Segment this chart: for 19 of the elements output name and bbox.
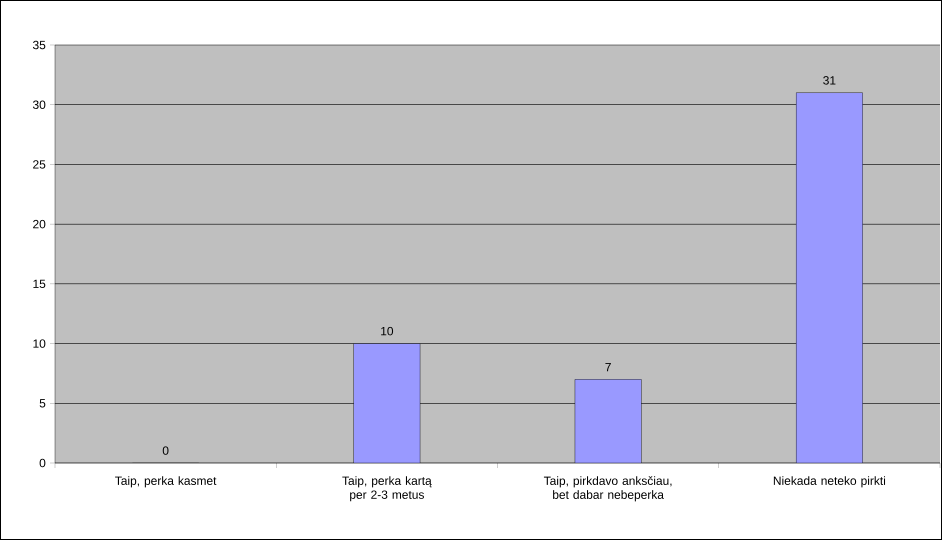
bar — [353, 343, 420, 463]
y-tick-label: 35 — [32, 40, 46, 50]
data-label: 0 — [162, 446, 168, 455]
y-tick-label: 20 — [33, 220, 46, 228]
bar — [796, 92, 863, 463]
bar — [574, 379, 642, 463]
x-tick-label: Taip, perka kartą per 2-3 metus — [342, 476, 432, 502]
data-label: 10 — [381, 326, 394, 336]
y-tick-label: 10 — [33, 339, 46, 348]
y-tick-label: 0 — [40, 458, 46, 468]
x-tick-label: Taip, pirkdavo anksčiau, bet dabar nebeperka — [544, 476, 672, 502]
x-tick-label: Niekada neteko pirkti — [774, 476, 886, 488]
data-label: 31 — [823, 76, 836, 85]
y-tick-label: 30 — [32, 100, 46, 109]
y-tick-label: 15 — [33, 280, 46, 288]
x-tick-label: Taip, perka kasmet — [115, 476, 216, 488]
y-tick-label: 5 — [40, 399, 46, 408]
data-label: 7 — [605, 362, 611, 372]
y-tick-label: 25 — [33, 160, 46, 169]
